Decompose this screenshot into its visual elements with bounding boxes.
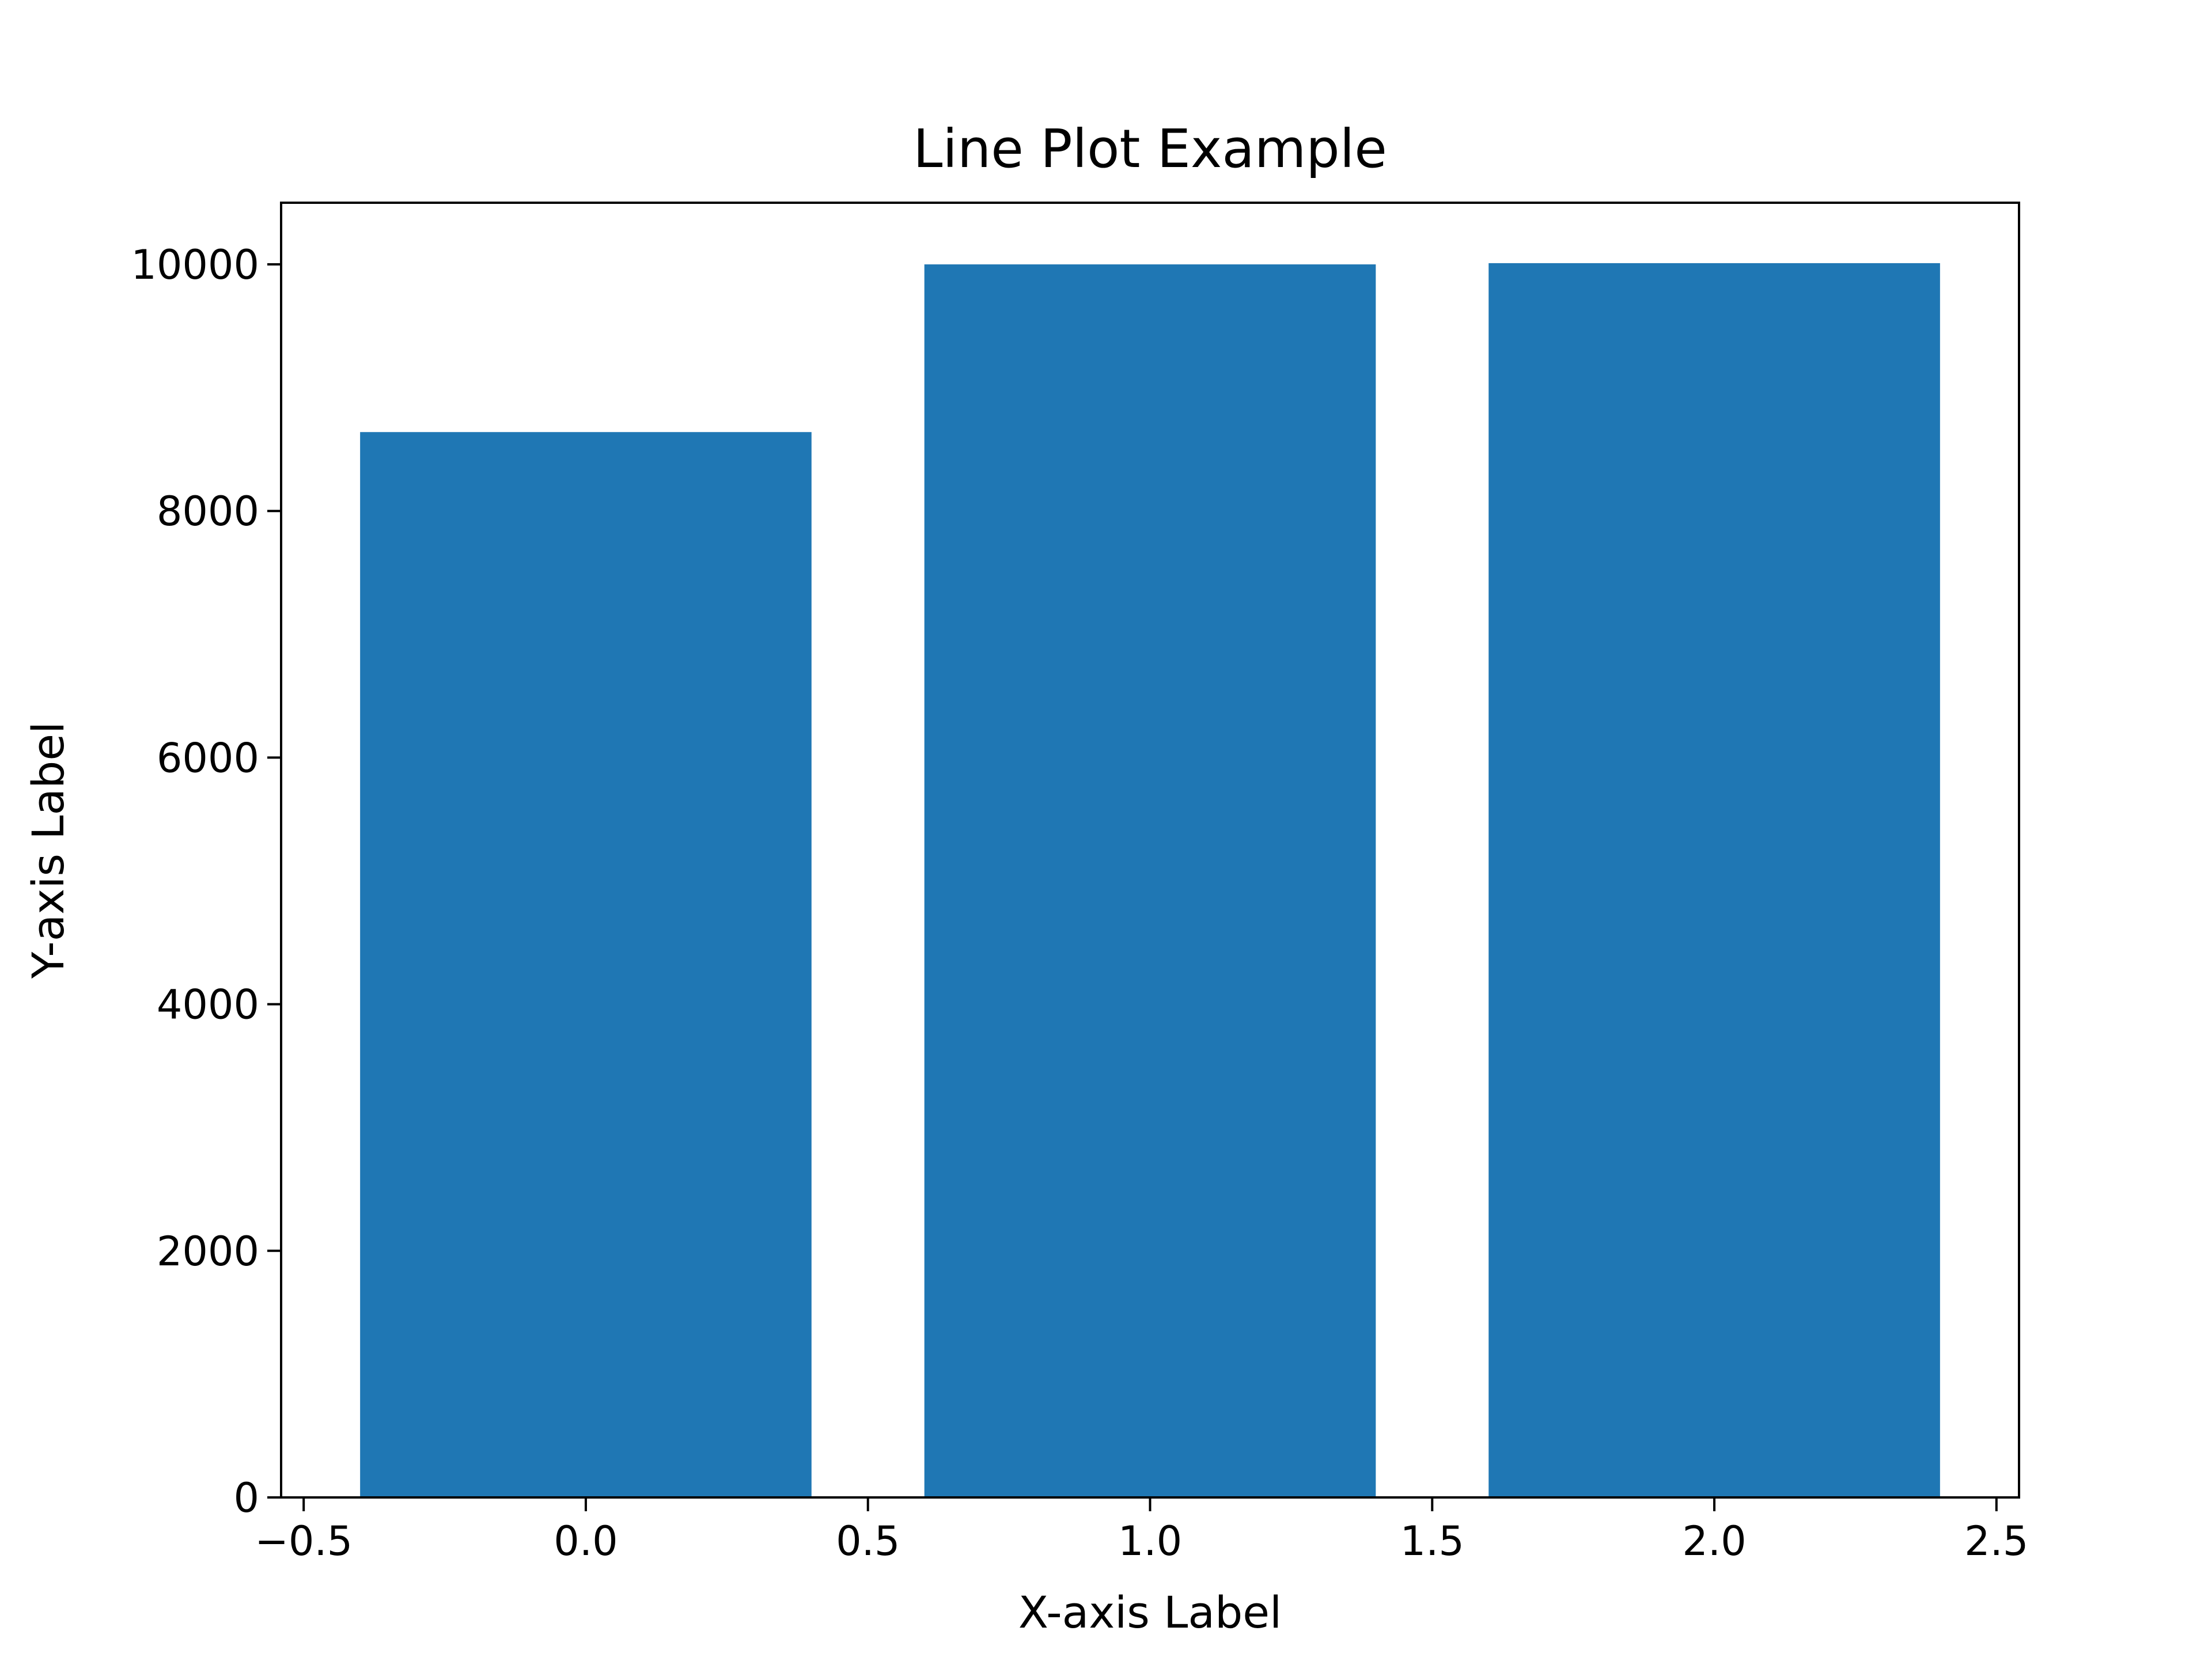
x-tick-label: 0.0 <box>554 1518 618 1565</box>
y-tick-label: 8000 <box>157 488 259 535</box>
x-tick-label: −0.5 <box>255 1518 353 1565</box>
y-tick-label: 2000 <box>157 1228 259 1275</box>
x-tick-label: 2.0 <box>1682 1518 1746 1565</box>
y-tick-label: 6000 <box>157 734 259 782</box>
x-tick-label: 2.5 <box>1964 1518 2028 1565</box>
bars-layer <box>360 263 1940 1497</box>
bar-1 <box>924 264 1376 1497</box>
x-tick-label: 1.5 <box>1400 1518 1464 1565</box>
ticks-layer: −0.5 0.0 0.5 1.0 1.5 2.0 2.5 0 2000 4000 6000 8000 1… <box>131 241 2028 1565</box>
chart-title: Line Plot Example <box>913 118 1387 180</box>
x-axis-title: X-axis Label <box>1018 1587 1282 1638</box>
y-tick-label: 0 <box>233 1474 259 1522</box>
bar-0 <box>360 432 812 1497</box>
x-tick-label: 1.0 <box>1118 1518 1182 1565</box>
x-tick-label: 0.5 <box>836 1518 900 1565</box>
plot-frame <box>280 202 2020 1499</box>
y-tick-label: 10000 <box>131 241 259 289</box>
y-axis-title: Y-axis Label <box>22 722 74 979</box>
bar-2 <box>1488 263 1940 1497</box>
y-tick-label: 4000 <box>157 981 259 1029</box>
